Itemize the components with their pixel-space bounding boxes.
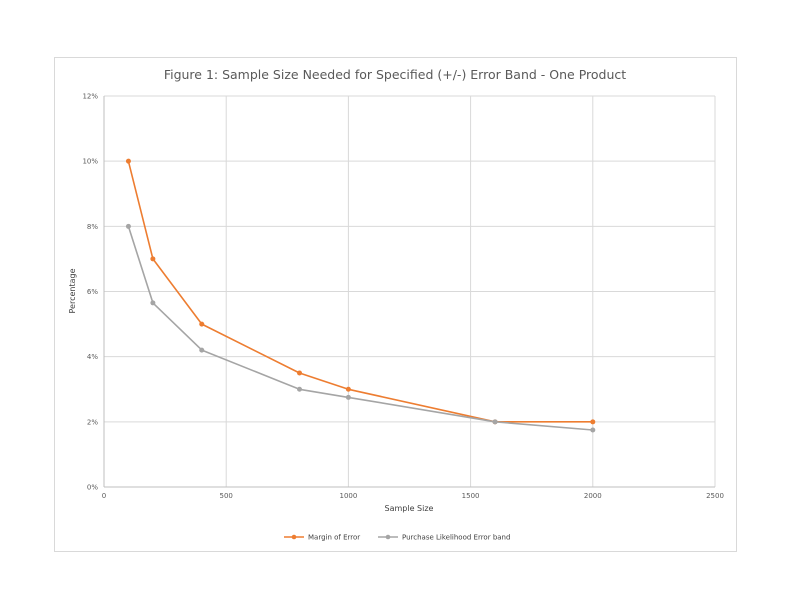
y-tick-label: 8% [87,223,98,231]
x-axis-title: Sample Size [385,504,434,513]
x-tick-label: 1000 [339,492,357,500]
chart-title: Figure 1: Sample Size Needed for Specifi… [164,67,626,82]
legend-label-1: Margin of Error [308,534,360,542]
x-tick-label: 500 [220,492,233,500]
y-tick-label: 2% [87,418,98,426]
series-2-point [297,386,303,392]
series-1-point [297,370,303,376]
legend: Margin of Error Purchase Likelihood Error… [284,534,510,542]
y-tick-label: 0% [87,484,98,492]
chart-frame [54,57,737,552]
x-tick-label: 0 [102,492,106,500]
axes: 0% 2% 4% 6% 8% 10% 12% 0 500 1000 1500 2000 2500 [82,93,723,501]
series-1-point [150,256,156,262]
gridlines [104,95,716,487]
series-1-point [590,419,596,425]
y-tick-label: 4% [87,353,98,361]
series-1-point [345,386,351,392]
series-2-point [150,300,156,306]
series-2-point [590,427,596,433]
y-axis-title: Percentage [68,268,77,313]
x-tick-label: 2500 [706,492,724,500]
y-tick-label: 10% [82,158,98,166]
x-tick-label: 2000 [584,492,602,500]
y-tick-label: 6% [87,288,98,296]
series-2-point [125,223,131,229]
legend-marker-2 [385,534,391,540]
series-layer [125,158,596,433]
series-1-point [125,158,131,164]
series-2-point [345,394,351,400]
series-line-2 [127,226,593,431]
y-tick-label: 12% [82,93,98,101]
x-tick-label: 1500 [462,492,480,500]
legend-label-2: Purchase Likelihood Error band [402,534,510,542]
series-2-point [199,347,205,353]
series-1-point [199,321,205,327]
legend-marker-1 [291,534,297,540]
series-2-point [492,419,498,425]
